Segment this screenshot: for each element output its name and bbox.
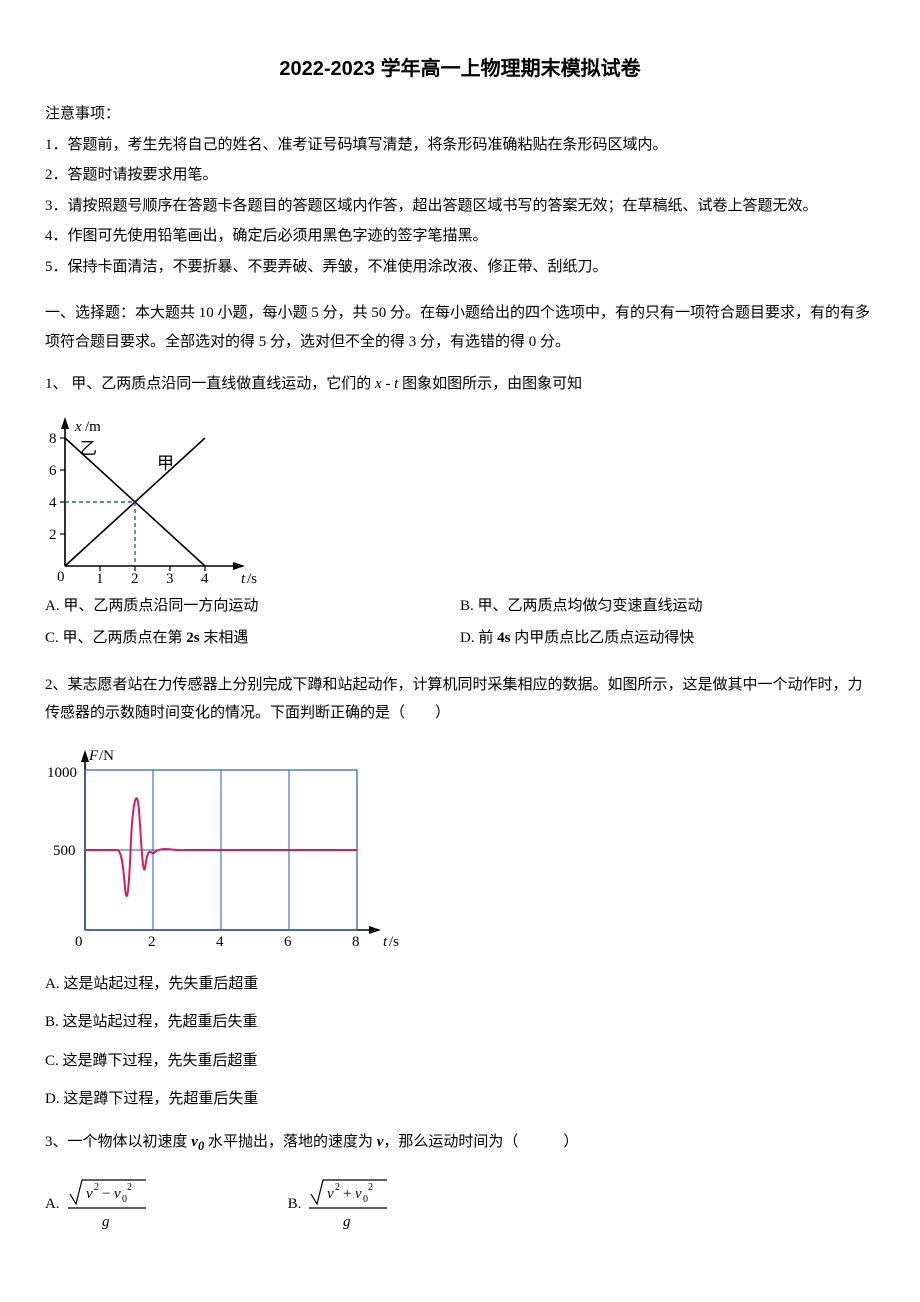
q1-number: 1、 — [45, 376, 68, 392]
notice-item: 3．请按照题号顺序在答题卡各题目的答题区域内作答，超出答题区域书写的答案无效；在… — [45, 192, 875, 221]
svg-text:2: 2 — [368, 1182, 373, 1193]
svg-text:2: 2 — [127, 1182, 132, 1193]
svg-text:−: − — [102, 1186, 110, 1202]
svg-text:500: 500 — [53, 843, 76, 859]
q1-opt-b-text: 甲、乙两质点均做匀变速直线运动 — [478, 598, 703, 614]
svg-text:+: + — [343, 1186, 351, 1202]
question-3: 3、一个物体以初速度 v0 水平抛出，落地的速度为 v，那么运动时间为（ ） — [45, 1128, 875, 1159]
q1-opt-c-text: 甲、乙两质点在第 2s 末相遇 — [63, 630, 249, 646]
svg-text:4: 4 — [216, 934, 224, 950]
svg-text:6: 6 — [49, 463, 57, 479]
svg-text:2: 2 — [49, 527, 57, 543]
svg-text:v: v — [86, 1186, 93, 1202]
q2-opt-a-text: 这是站起过程，先失重后超重 — [63, 976, 258, 992]
svg-text:x: x — [74, 419, 82, 435]
q3-opt-b-letter: B. — [288, 1190, 302, 1219]
q3-text-post: ，那么运动时间为（ ） — [383, 1134, 578, 1150]
svg-text:乙: 乙 — [80, 439, 97, 458]
svg-text:/s: /s — [389, 934, 399, 950]
q1-options: A. 甲、乙两质点沿同一方向运动 B. 甲、乙两质点均做匀变速直线运动 C. 甲… — [45, 592, 875, 657]
svg-text:/s: /s — [247, 571, 257, 586]
svg-text:甲: 甲 — [157, 454, 174, 473]
q2-options: A. 这是站起过程，先失重后超重 B. 这是站起过程，先超重后失重 C. 这是蹲… — [45, 970, 875, 1114]
svg-text:/m: /m — [85, 419, 101, 435]
q1-opt-d[interactable]: D. 前 4s 内甲质点比乙质点运动得快 — [460, 624, 875, 653]
svg-text:g: g — [343, 1214, 351, 1230]
svg-text:0: 0 — [122, 1194, 127, 1205]
q1-text-post: 图象如图所示，由图象可知 — [402, 376, 582, 392]
notice-item: 1．答题前，考生先将自己的姓名、准考证号码填写清楚，将条形码准确粘贴在条形码区域… — [45, 131, 875, 160]
q1-text-pre: 甲、乙两质点沿同一直线做直线运动，它们的 — [71, 376, 371, 392]
svg-text:g: g — [102, 1214, 110, 1230]
svg-text:0: 0 — [75, 934, 83, 950]
section-heading: 一、选择题：本大题共 10 小题，每小题 5 分，共 50 分。在每小题给出的四… — [45, 299, 875, 356]
formula-b-icon: v2 + v02 g — [309, 1176, 389, 1232]
svg-text:4: 4 — [201, 571, 209, 586]
svg-text:F: F — [88, 748, 99, 764]
q2-number: 2、 — [45, 677, 68, 693]
svg-text:4: 4 — [49, 495, 57, 511]
q2-chart: 0 2 4 6 8 500 1000 F/N t/s — [45, 740, 875, 960]
q3-v0: v0 — [191, 1134, 204, 1150]
svg-text:2: 2 — [131, 571, 139, 586]
q1-opt-c[interactable]: C. 甲、乙两质点在第 2s 末相遇 — [45, 624, 460, 653]
svg-text:2: 2 — [94, 1182, 99, 1193]
svg-text:v: v — [327, 1186, 334, 1202]
q3-text-pre: 一个物体以初速度 — [68, 1134, 192, 1150]
question-1: 1、 甲、乙两质点沿同一直线做直线运动，它们的 x - t 图象如图所示，由图象… — [45, 370, 875, 399]
q1-opt-a[interactable]: A. 甲、乙两质点沿同一方向运动 — [45, 592, 460, 621]
svg-text:8: 8 — [49, 431, 57, 447]
svg-text:0: 0 — [57, 569, 65, 585]
q2-opt-c[interactable]: C. 这是蹲下过程，先失重后超重 — [45, 1047, 875, 1076]
svg-text:8: 8 — [352, 934, 360, 950]
svg-text:0: 0 — [363, 1194, 368, 1205]
q3-number: 3、 — [45, 1134, 68, 1150]
svg-text:1000: 1000 — [47, 765, 77, 781]
q2-opt-a[interactable]: A. 这是站起过程，先失重后超重 — [45, 970, 875, 999]
svg-text:6: 6 — [284, 934, 292, 950]
svg-text:t: t — [383, 934, 388, 950]
svg-text:3: 3 — [166, 571, 174, 586]
q3-options: A. v2 − v02 g B. v2 + v02 g — [45, 1176, 875, 1232]
q2-text: 某志愿者站在力传感器上分别完成下蹲和站起动作，计算机同时采集相应的数据。如图所示… — [45, 677, 863, 722]
svg-text:t: t — [241, 571, 246, 586]
q1-chart: 0 1 2 3 4 2 4 6 8 x/m t/s 乙 甲 — [45, 411, 875, 586]
svg-text:2: 2 — [148, 934, 156, 950]
notice-heading: 注意事项： — [45, 100, 875, 129]
question-2: 2、某志愿者站在力传感器上分别完成下蹲和站起动作，计算机同时采集相应的数据。如图… — [45, 671, 875, 728]
q1-opt-d-text: 前 4s 内甲质点比乙质点运动得快 — [478, 630, 694, 646]
q1-var-xt: x - t — [371, 376, 402, 392]
notice-item: 2．答题时请按要求用笔。 — [45, 161, 875, 190]
svg-text:v: v — [114, 1186, 121, 1202]
svg-text:1: 1 — [96, 571, 104, 586]
q2-opt-d-text: 这是蹲下过程，先超重后失重 — [63, 1091, 258, 1107]
q2-opt-b-text: 这是站起过程，先超重后失重 — [63, 1014, 258, 1030]
q2-opt-d[interactable]: D. 这是蹲下过程，先超重后失重 — [45, 1085, 875, 1114]
q3-opt-a[interactable]: A. v2 − v02 g — [45, 1176, 148, 1232]
svg-text:v: v — [355, 1186, 362, 1202]
svg-text:2: 2 — [335, 1182, 340, 1193]
q2-opt-c-text: 这是蹲下过程，先失重后超重 — [63, 1053, 258, 1069]
q3-text-mid: 水平抛出，落地的速度为 — [204, 1134, 377, 1150]
page-title: 2022-2023 学年高一上物理期末模拟试卷 — [45, 50, 875, 88]
q3-opt-b[interactable]: B. v2 + v02 g — [288, 1176, 390, 1232]
formula-a-icon: v2 − v02 g — [68, 1176, 148, 1232]
q2-opt-b[interactable]: B. 这是站起过程，先超重后失重 — [45, 1008, 875, 1037]
q3-opt-a-letter: A. — [45, 1190, 60, 1219]
notice-item: 5．保持卡面清洁，不要折暴、不要弄破、弄皱，不准使用涂改液、修正带、刮纸刀。 — [45, 253, 875, 282]
notice-item: 4．作图可先使用铅笔画出，确定后必须用黑色字迹的签字笔描黑。 — [45, 222, 875, 251]
svg-text:/N: /N — [99, 748, 114, 764]
q1-opt-b[interactable]: B. 甲、乙两质点均做匀变速直线运动 — [460, 592, 875, 621]
q1-opt-a-text: 甲、乙两质点沿同一方向运动 — [63, 598, 258, 614]
